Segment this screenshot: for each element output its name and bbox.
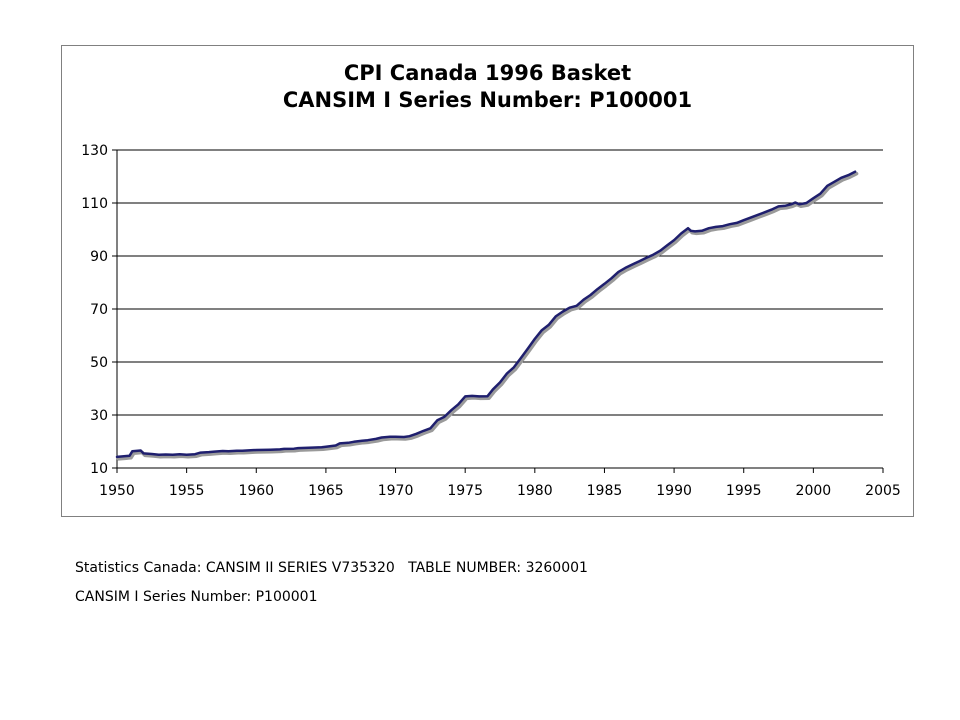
x-tick-label-2005: 2005 (865, 483, 901, 499)
series-layer (115, 170, 859, 461)
x-tick-label-1975: 1975 (447, 483, 483, 499)
x-tick-label-1965: 1965 (308, 483, 344, 499)
footnote-source: Statistics Canada: CANSIM II SERIES V735… (75, 560, 588, 576)
y-tick-label-70: 70 (90, 302, 108, 318)
y-tick-label-110: 110 (81, 196, 108, 212)
x-tick-label-1985: 1985 (587, 483, 623, 499)
grid-lines (117, 149, 883, 416)
y-tick-label-50: 50 (90, 355, 108, 371)
x-tick-label-1955: 1955 (169, 483, 205, 499)
chart-frame: CPI Canada 1996 Basket CANSIM I Series N… (61, 45, 914, 517)
y-tick-label-90: 90 (90, 249, 108, 265)
chart-title: CPI Canada 1996 Basket (343, 61, 632, 85)
chart-title-block: CPI Canada 1996 Basket CANSIM I Series N… (62, 60, 913, 114)
y-tick-label-30: 30 (90, 408, 108, 424)
y-tick-label-10: 10 (90, 461, 108, 477)
x-tick-label-1960: 1960 (238, 483, 274, 499)
chart-subtitle: CANSIM I Series Number: P100001 (282, 88, 693, 112)
y-tick-label-130: 130 (81, 143, 108, 159)
x-tick-label-1995: 1995 (726, 483, 762, 499)
x-tick-label-2000: 2000 (796, 483, 832, 499)
x-tick-label-1990: 1990 (656, 483, 692, 499)
x-tick-label-1970: 1970 (378, 483, 414, 499)
x-tick-label-1980: 1980 (517, 483, 553, 499)
chart-plot: 10 30 50 70 90 110 130 1950 1955 1960 1965 1970 1975… (81, 143, 901, 499)
x-tick-label-1950: 1950 (99, 483, 135, 499)
axes (112, 149, 884, 473)
series-line-shadow-0 (116, 171, 859, 461)
tick-labels: 10 30 50 70 90 110 130 1950 1955 1960 1965 1970 1975… (81, 143, 901, 499)
series-line-0 (115, 170, 857, 459)
footnote-series: CANSIM I Series Number: P100001 (75, 589, 318, 605)
